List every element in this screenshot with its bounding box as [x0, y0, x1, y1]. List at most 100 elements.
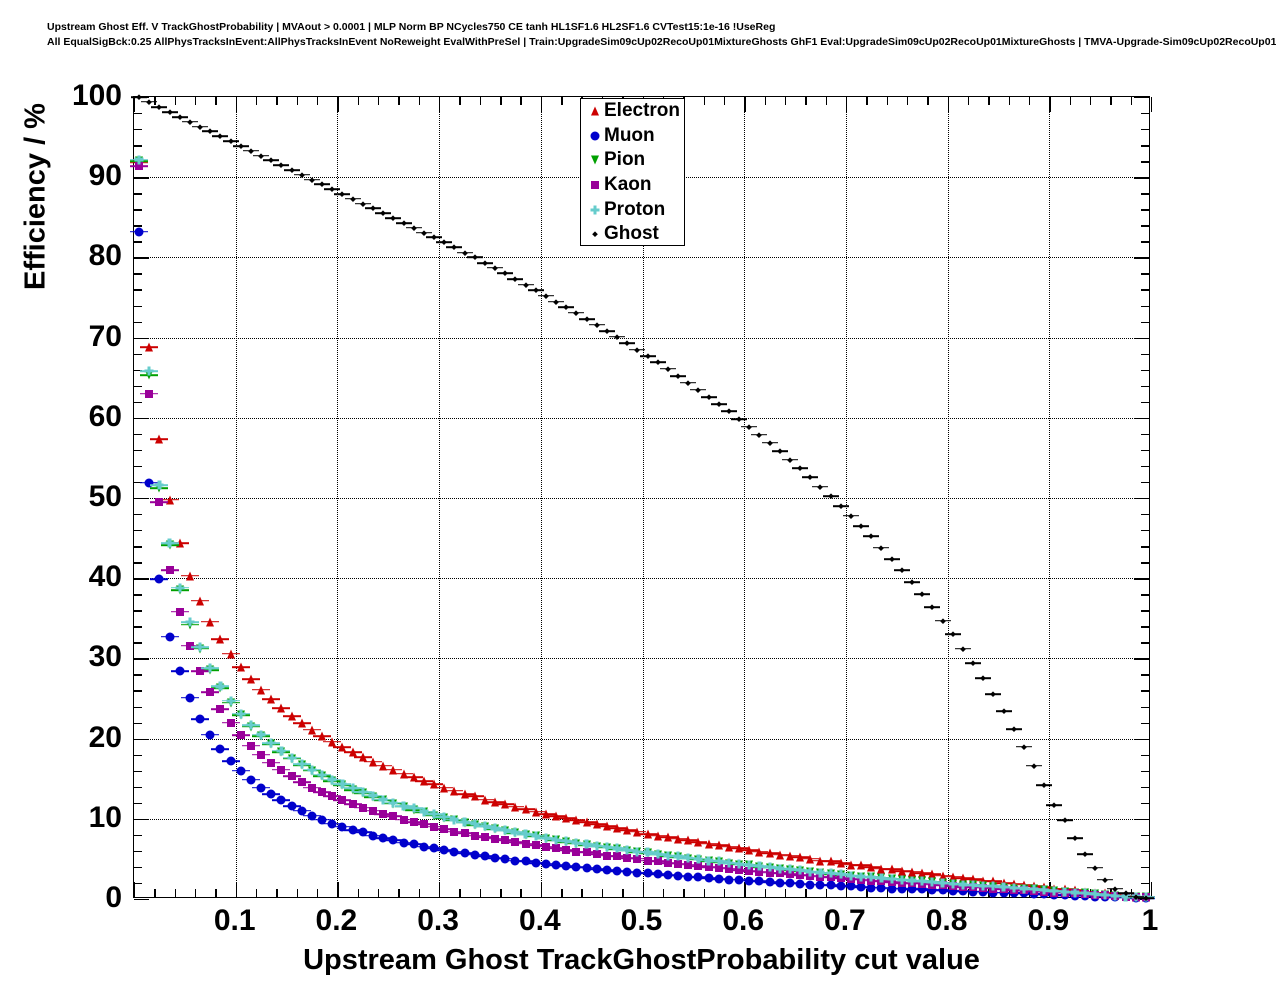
- y-axis-tick: [1141, 562, 1149, 564]
- marker-cross: [429, 809, 439, 819]
- marker-cross: [775, 864, 785, 874]
- x-axis-tick: [906, 97, 909, 105]
- x-axis-tick: [337, 882, 339, 897]
- marker-square: [511, 838, 520, 847]
- x-axis-tick: [561, 889, 563, 897]
- marker-triangle-up: [592, 819, 601, 829]
- marker-triangle-up: [307, 725, 316, 735]
- marker-diamond: [360, 201, 366, 207]
- marker-cross: [348, 783, 358, 793]
- marker-circle: [276, 795, 286, 805]
- x-axis-tick: [845, 97, 848, 112]
- marker-square: [562, 846, 571, 855]
- grid-line-vertical: [845, 97, 847, 897]
- marker-triangle-up: [674, 834, 683, 844]
- marker-triangle-up: [582, 817, 591, 827]
- legend-item-pion[interactable]: Pion: [581, 148, 684, 173]
- marker-triangle-up: [867, 862, 876, 872]
- marker-square: [440, 825, 449, 834]
- marker-triangle-up: [297, 718, 306, 728]
- marker-diamond: [207, 128, 213, 135]
- marker-circle: [663, 870, 673, 880]
- legend-item-proton[interactable]: Proton: [581, 197, 684, 222]
- x-axis-tick: [744, 882, 746, 897]
- y-axis-tick: [134, 882, 142, 885]
- grid-line-vertical: [439, 97, 441, 897]
- marker-circle: [134, 227, 144, 237]
- marker-diamond: [451, 244, 457, 250]
- marker-diamond: [370, 205, 376, 212]
- marker-triangle-up: [745, 845, 754, 855]
- marker-triangle-up: [806, 854, 815, 864]
- marker-cross: [185, 617, 195, 627]
- marker-diamond: [1021, 743, 1027, 750]
- x-axis-tick: [662, 889, 665, 897]
- x-axis-tick: [317, 889, 319, 897]
- y-axis-tick: [1134, 337, 1149, 339]
- marker-triangle-up: [185, 571, 194, 581]
- marker-square: [684, 860, 693, 869]
- marker-circle: [490, 853, 500, 863]
- marker-triangle-up: [226, 649, 235, 659]
- marker-circle: [165, 632, 175, 642]
- marker-diamond: [197, 124, 203, 130]
- marker-triangle-up: [460, 789, 469, 799]
- marker-square: [389, 812, 398, 821]
- x-axis-tick: [581, 889, 583, 897]
- y-axis-tick: [1134, 818, 1149, 821]
- marker-circle: [968, 887, 978, 897]
- x-axis-tick: [357, 97, 360, 105]
- marker-triangle-up: [541, 809, 550, 819]
- marker-triangle-up: [358, 752, 367, 762]
- marker-cross: [1070, 888, 1080, 898]
- marker-cross: [612, 843, 622, 853]
- marker-circle: [409, 839, 419, 849]
- x-axis-tick: [967, 97, 970, 105]
- marker-cross: [1049, 886, 1059, 896]
- marker-cross: [907, 876, 917, 886]
- marker-cross: [765, 862, 775, 872]
- x-axis-tick: [1151, 97, 1153, 112]
- marker-cross: [165, 538, 175, 548]
- x-axis-tick: [886, 97, 888, 105]
- legend-item-electron[interactable]: Electron: [581, 99, 684, 124]
- y-axis-tick: [1134, 97, 1149, 99]
- x-axis-tick: [683, 889, 685, 897]
- marker-circle: [612, 866, 622, 876]
- marker-square: [613, 852, 622, 861]
- marker-diamond: [553, 298, 559, 305]
- y-axis-tick: [134, 514, 142, 516]
- marker-circle: [724, 875, 734, 885]
- legend-item-muon[interactable]: Muon: [581, 124, 684, 149]
- marker-triangle-up: [735, 843, 744, 853]
- marker-diamond: [472, 254, 478, 261]
- marker-cross: [205, 663, 215, 673]
- marker-circle: [195, 714, 205, 724]
- marker-diamond: [339, 191, 346, 197]
- marker-triangle-up: [897, 866, 906, 876]
- marker-circle: [815, 880, 825, 890]
- marker-cross: [500, 825, 510, 835]
- marker-cross: [714, 856, 724, 866]
- marker-circle: [775, 878, 785, 888]
- marker-cross: [399, 801, 408, 811]
- y-axis-tick: [1141, 514, 1149, 516]
- legend-item-kaon[interactable]: Kaon: [581, 173, 684, 198]
- x-axis-tick: [784, 97, 787, 105]
- marker-circle: [805, 880, 815, 890]
- marker-diamond: [329, 186, 335, 192]
- y-axis-tick: [1141, 193, 1149, 195]
- marker-cross: [1039, 885, 1049, 895]
- marker-triangle-up: [572, 815, 581, 825]
- x-axis-tick: [1028, 97, 1031, 105]
- marker-triangle-up: [277, 703, 286, 713]
- marker-circle: [836, 881, 846, 891]
- x-axis-tick: [378, 97, 380, 105]
- grid-line-horizontal: [134, 498, 1149, 499]
- marker-square: [775, 869, 784, 878]
- y-axis-tick: [134, 754, 142, 757]
- marker-cross: [144, 366, 154, 376]
- marker-cross: [531, 831, 541, 841]
- marker-diamond: [868, 533, 874, 540]
- legend-item-ghost[interactable]: Ghost: [581, 222, 684, 247]
